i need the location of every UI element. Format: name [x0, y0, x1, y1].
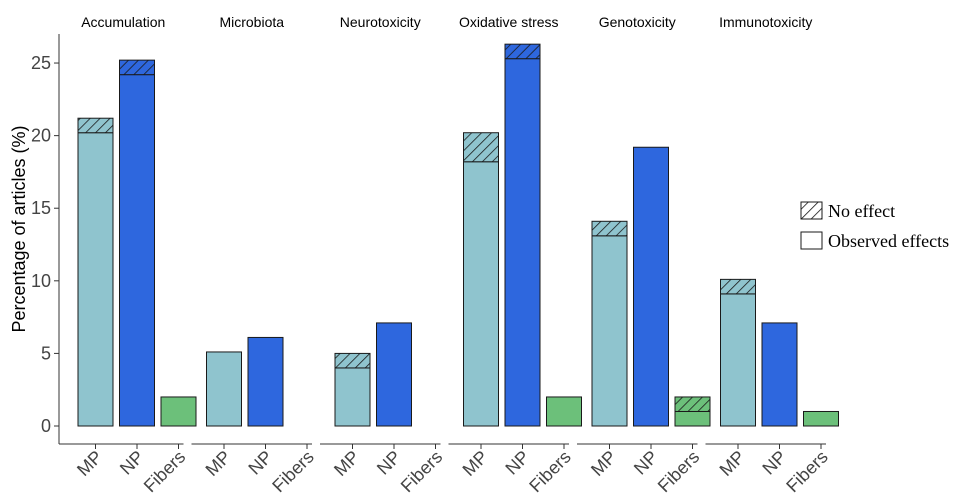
y-tick-label: 25 [31, 53, 51, 73]
bar-no-effect-mp [591, 220, 628, 237]
y-tick-label: 0 [41, 416, 51, 436]
y-axis-label: Percentage of articles (%) [9, 125, 29, 332]
bar-observed-mp [206, 351, 242, 427]
panel-title: Oxidative stress [459, 14, 559, 30]
bar-no-effect-mp [334, 352, 371, 369]
bar-observed-mp [77, 132, 114, 427]
x-tick-label: MP [202, 447, 235, 480]
y-tick-label: 10 [31, 271, 51, 291]
bar-observed-np [247, 336, 284, 427]
x-tick-label: NP [758, 447, 790, 479]
panel-title: Accumulation [81, 14, 165, 30]
x-tick-label: Fibers [140, 447, 190, 496]
x-tick-label: Fibers [782, 447, 832, 496]
bar-observed-mp [334, 367, 371, 427]
legend-label-observed-effects: Observed effects [828, 231, 949, 251]
bar-observed-fibers [674, 410, 711, 427]
x-tick-label: NP [373, 447, 405, 479]
bar-observed-mp [463, 161, 499, 427]
panel-title: Microbiota [219, 14, 284, 30]
x-tick-label: NP [116, 447, 148, 479]
bar-observed-fibers [160, 396, 197, 427]
legend-swatch-no-effect [800, 201, 823, 220]
x-tick-label: MP [459, 447, 492, 480]
legend-swatch-observed-effects [800, 231, 823, 250]
x-tick-label: Fibers [654, 447, 704, 496]
bar-observed-fibers [546, 396, 582, 427]
legend: No effect Observed effects [800, 201, 949, 251]
x-tick-label: NP [501, 447, 533, 479]
bar-no-effect-mp [720, 278, 756, 295]
bar-observed-fibers [803, 410, 839, 427]
x-tick-label: Fibers [268, 447, 318, 496]
x-tick-label: Fibers [397, 447, 447, 496]
bar-observed-np [376, 322, 412, 427]
x-tick-label: MP [587, 447, 620, 480]
bar-no-effect-np [504, 43, 541, 60]
x-tick-label: MP [73, 447, 106, 480]
bar-no-effect-fibers [674, 396, 711, 412]
x-tick-label: Fibers [525, 447, 575, 496]
y-tick-label: 15 [31, 198, 51, 218]
bar-no-effect-np [119, 59, 155, 76]
bar-no-effect-mp [463, 132, 499, 163]
x-tick-label: NP [630, 447, 662, 479]
bar-observed-mp [720, 293, 756, 427]
bar-observed-np [761, 322, 798, 427]
bar-observed-mp [591, 235, 628, 427]
y-tick-label: 5 [41, 343, 51, 363]
bar-no-effect-mp [77, 117, 114, 134]
bar-observed-np [633, 146, 669, 427]
x-tick-label: NP [244, 447, 276, 479]
y-tick-label: 20 [31, 126, 51, 146]
x-tick-label: MP [716, 447, 749, 480]
bar-observed-np [504, 58, 541, 427]
legend-label-no-effect: No effect [828, 201, 895, 221]
x-tick-label: MP [330, 447, 363, 480]
bar-observed-np [119, 74, 155, 427]
panel-title: Immunotoxicity [719, 14, 812, 30]
panel-title: Neurotoxicity [340, 14, 421, 30]
panel-title: Genotoxicity [599, 14, 676, 30]
